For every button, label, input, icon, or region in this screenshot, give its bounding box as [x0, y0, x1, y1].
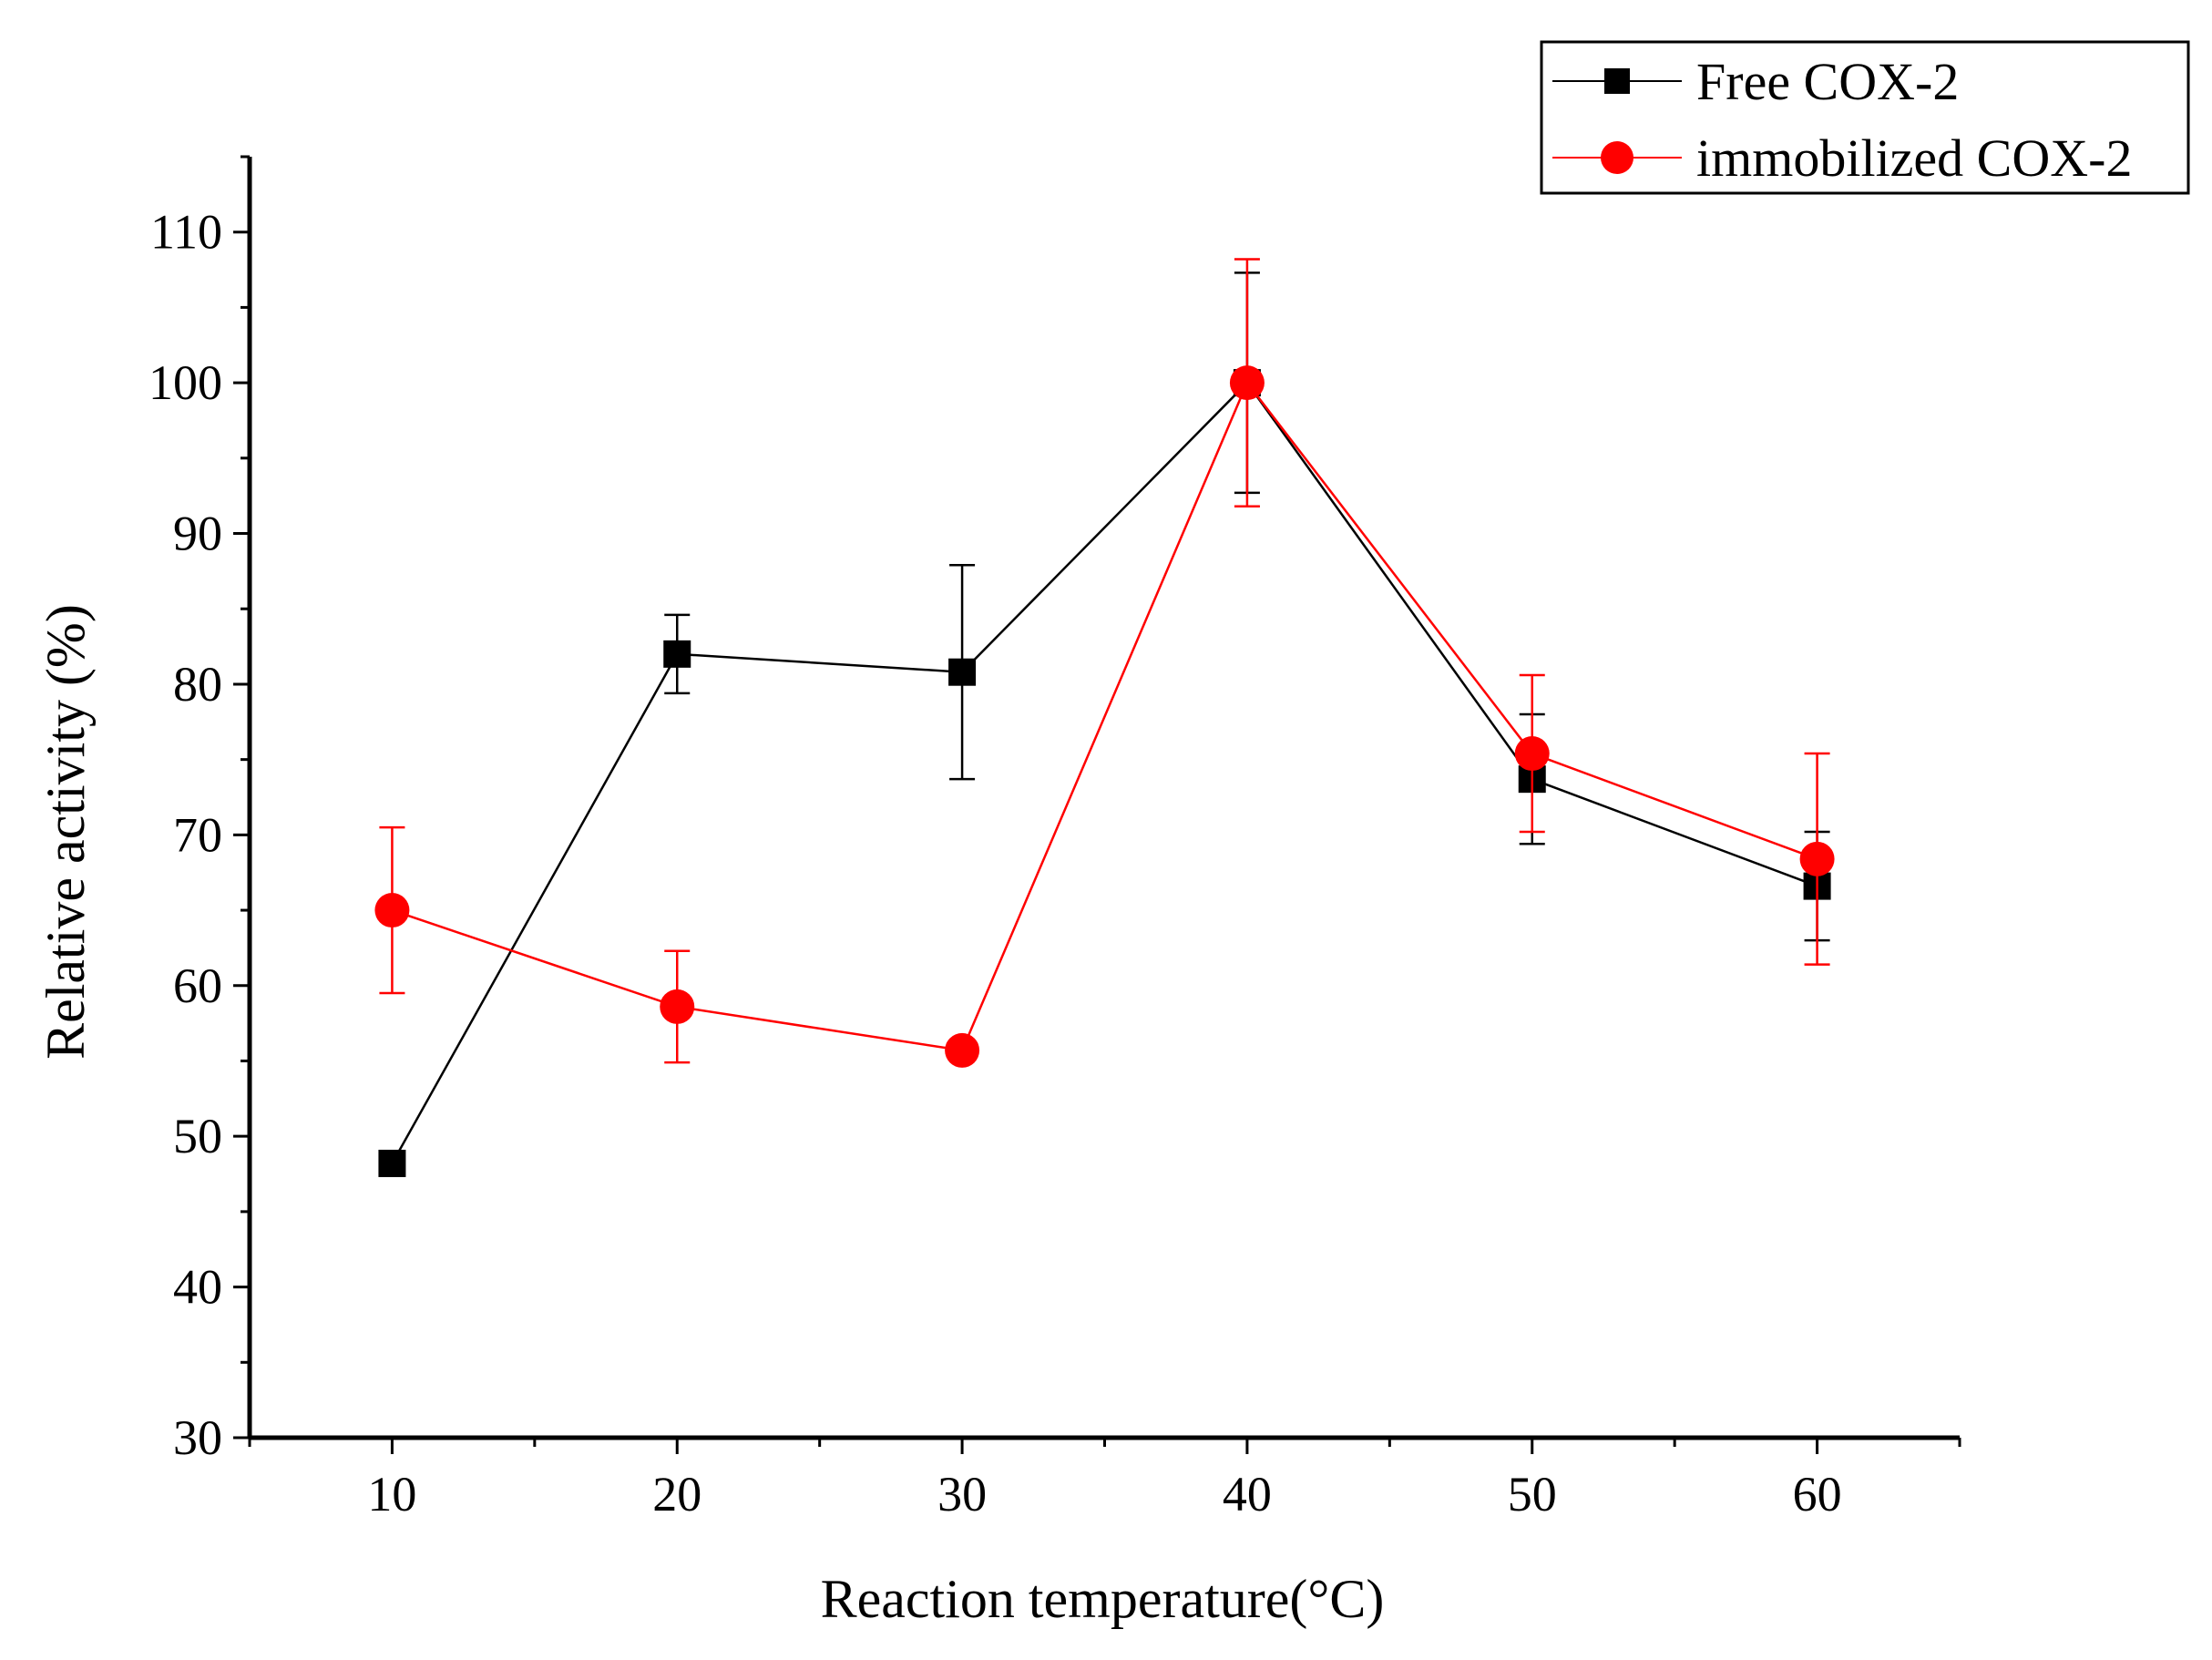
data-point-free	[663, 640, 691, 668]
x-tick-label: 20	[652, 1467, 701, 1522]
legend-marker-free	[1604, 68, 1630, 94]
legend-label-immobilized: immobilized COX-2	[1696, 128, 2132, 188]
series-immobilized	[374, 258, 1835, 1068]
y-tick-label: 100	[148, 355, 222, 410]
y-tick-label: 80	[173, 657, 222, 712]
legend: Free COX-2 immobilized COX-2	[1540, 40, 2190, 195]
x-tick-label: 40	[1223, 1467, 1272, 1522]
legend-entry-free: Free COX-2	[1552, 52, 1959, 111]
axes	[247, 157, 1960, 1440]
series-line-immobilized	[392, 380, 1818, 1052]
x-tick-label: 50	[1508, 1467, 1557, 1522]
y-tick-label: 50	[173, 1109, 222, 1163]
data-point-immobilized	[945, 1032, 980, 1068]
series-free	[378, 272, 1831, 1177]
tick-marks	[233, 155, 1961, 1454]
y-axis-title: Relative activity (%)	[36, 604, 96, 1060]
legend-entry-immobilized: immobilized COX-2	[1552, 128, 2132, 188]
data-point-immobilized	[1229, 365, 1265, 401]
tick-labels: 30 40 50 60 70 80 90 100 110 10 20 30 40 50 60	[148, 205, 1842, 1522]
x-tick-label: 30	[937, 1467, 987, 1522]
data-point-immobilized	[1799, 841, 1835, 876]
legend-box	[1540, 40, 2190, 195]
data-point-free	[948, 658, 977, 686]
x-axis-title: Reaction temperature(°C)	[821, 1569, 1385, 1629]
plot-area	[374, 258, 1835, 1177]
x-tick-label: 10	[367, 1467, 416, 1522]
y-tick-label: 40	[173, 1260, 222, 1315]
legend-marker-immobilized	[1601, 141, 1633, 174]
y-tick-label: 60	[173, 958, 222, 1013]
y-tick-label: 110	[150, 205, 222, 260]
data-point-immobilized	[660, 989, 695, 1024]
data-point-immobilized	[1514, 736, 1550, 772]
data-point-free	[378, 1149, 406, 1177]
y-tick-label: 70	[173, 807, 222, 862]
x-tick-label: 60	[1793, 1467, 1842, 1522]
data-point-immobilized	[374, 893, 410, 928]
y-tick-label: 90	[173, 507, 222, 561]
y-tick-label: 30	[173, 1410, 222, 1465]
series-line-free	[391, 381, 1818, 1164]
legend-label-free: Free COX-2	[1696, 52, 1959, 111]
